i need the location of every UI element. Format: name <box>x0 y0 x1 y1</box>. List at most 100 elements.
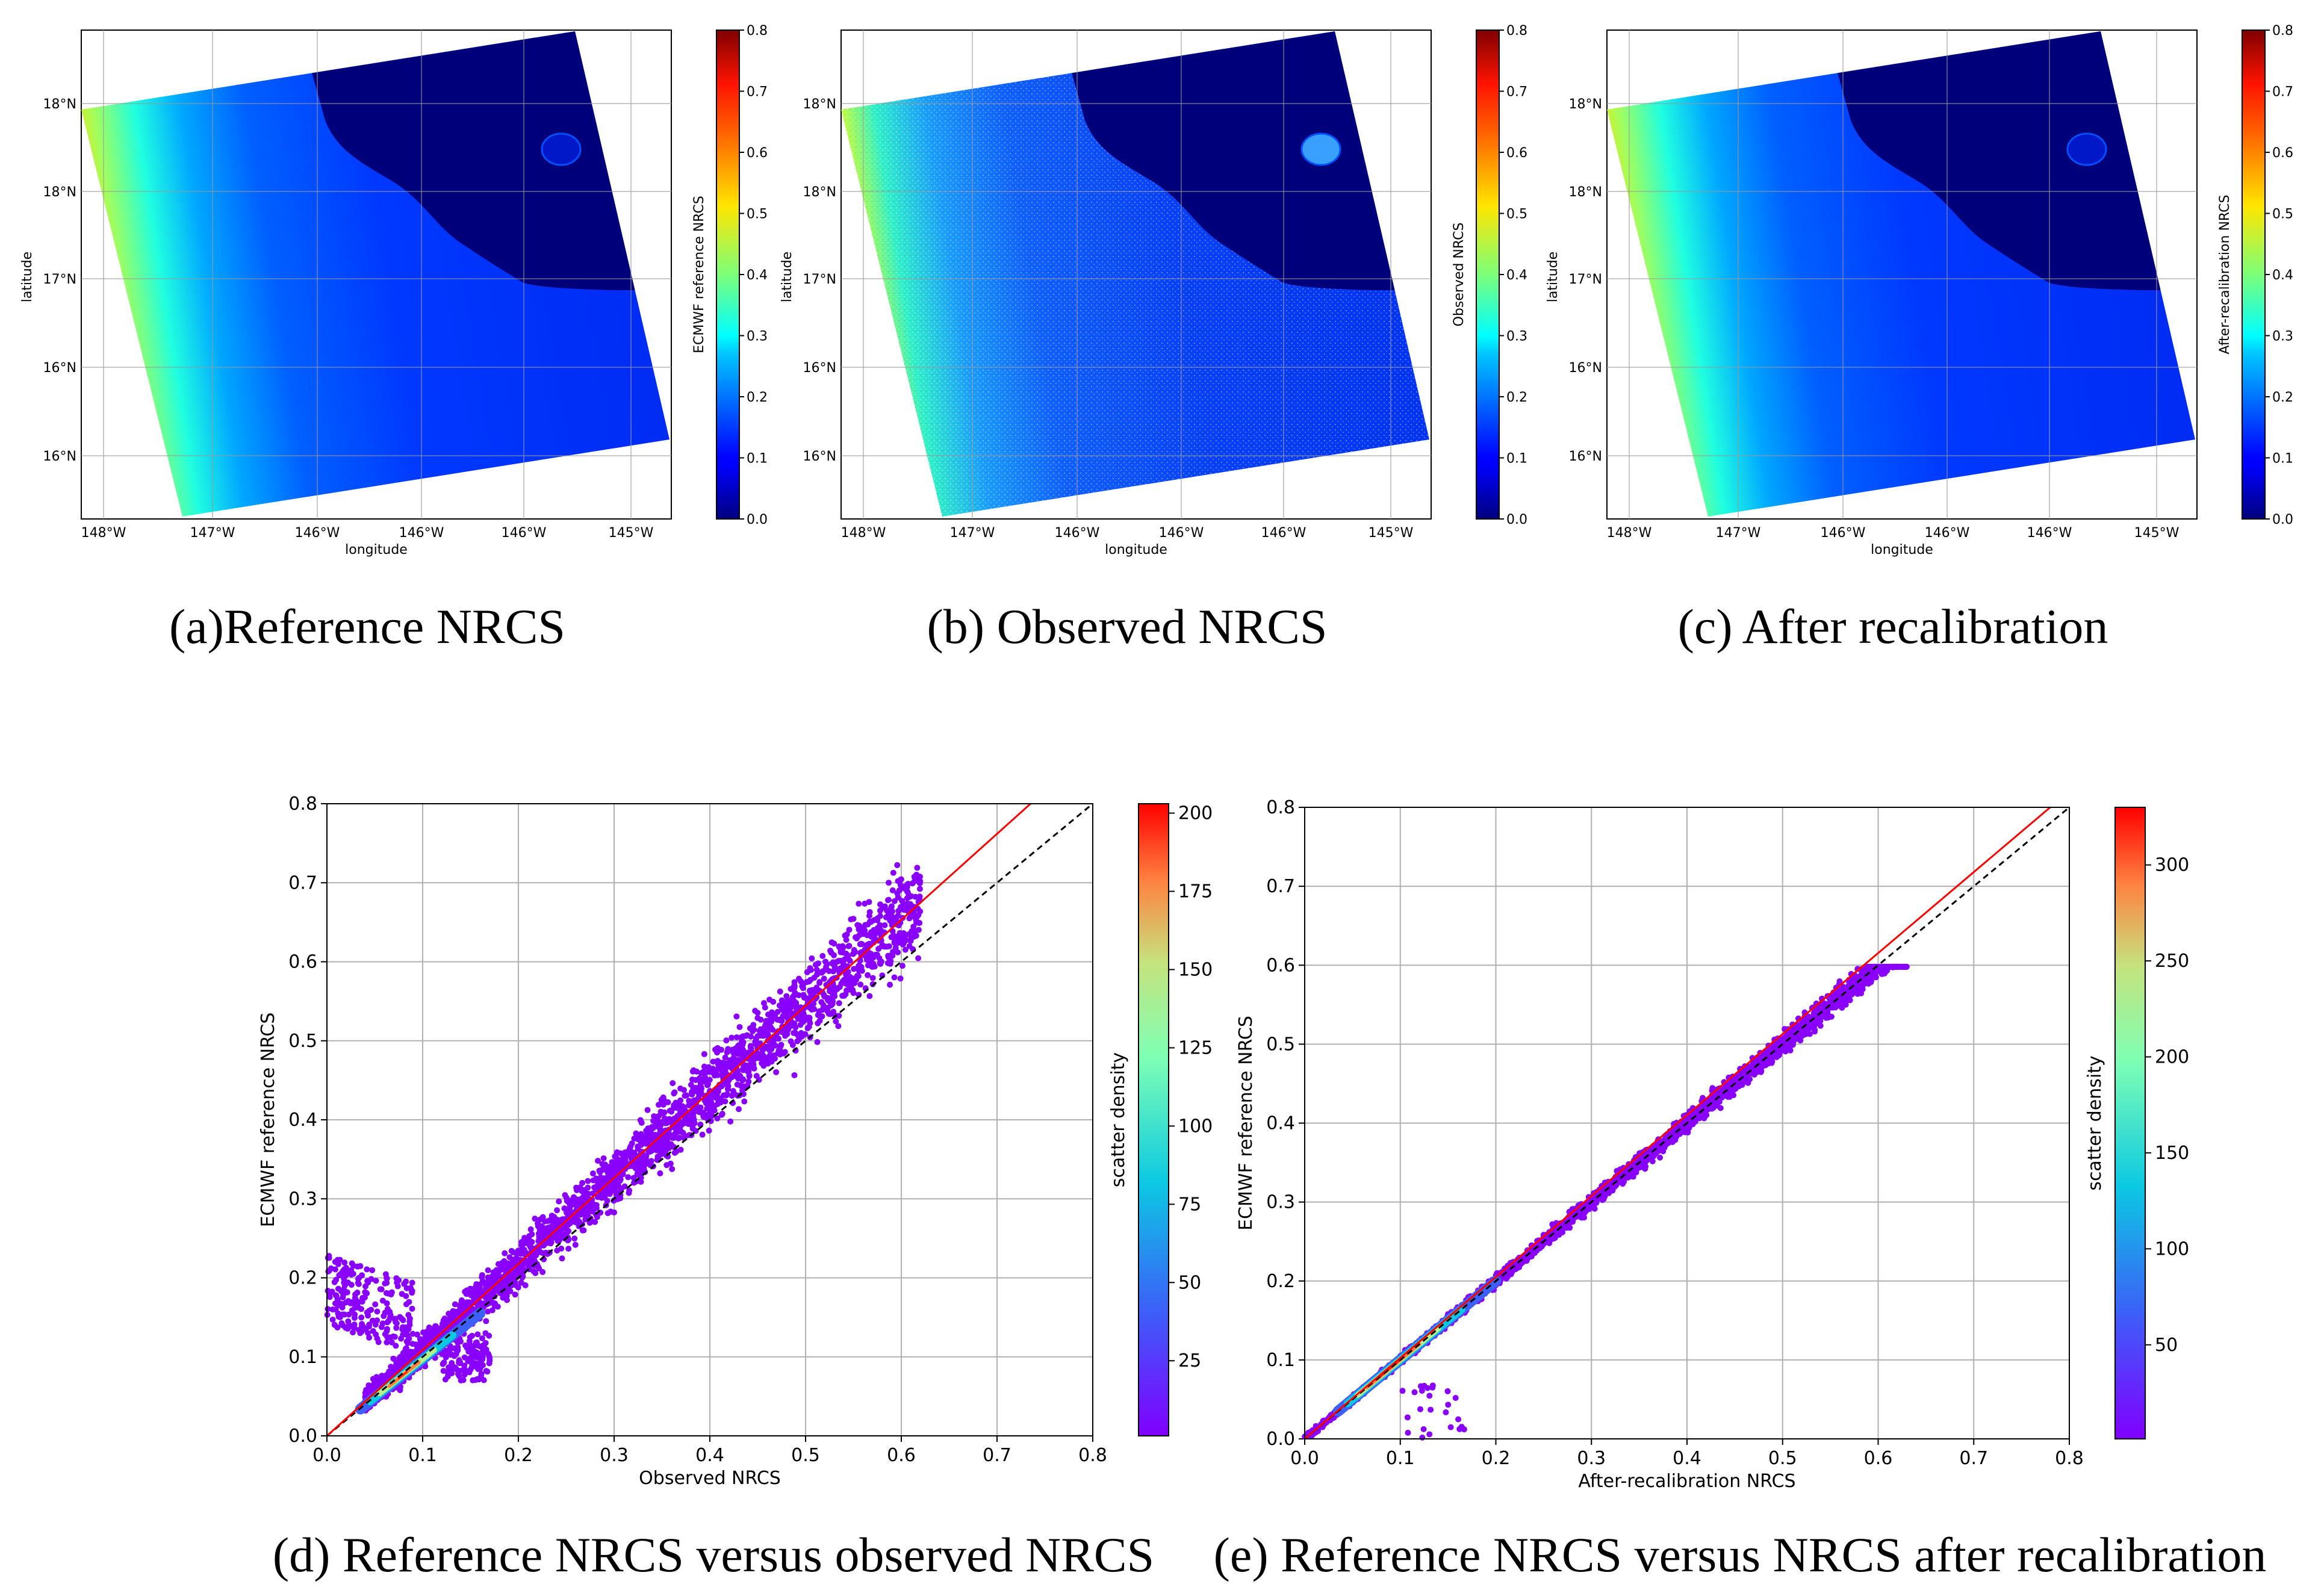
scatter-point <box>483 1318 489 1324</box>
circular-feature <box>2066 132 2107 166</box>
scatter-point <box>597 1174 604 1181</box>
scatter-point <box>765 1011 771 1018</box>
scatter-panel-e: 0.0 0.1 0.2 0.3 0.4 0.5 0.6 0.7 0.80.00.10.20.30… <box>1214 797 2267 1582</box>
scatter-point <box>914 913 921 920</box>
x-tick-label: 0.6 <box>887 1445 916 1466</box>
scatter-point <box>372 1301 379 1308</box>
map-panel-a: 148°W 147°W 146°W 146°W 146°W 145°W18°N18°N17… <box>20 23 768 654</box>
scatter-point <box>385 1290 392 1297</box>
scatter-point <box>612 1179 618 1186</box>
colorbar-tick-label: 0.1 <box>1506 452 1527 467</box>
scatter-point <box>760 1059 767 1066</box>
scatter-point <box>738 1047 745 1054</box>
scatter-point <box>495 1261 502 1267</box>
scatter-point <box>626 1146 633 1152</box>
scatter-point <box>532 1270 539 1276</box>
scatter-point <box>341 1266 347 1273</box>
scatter-point <box>538 1249 544 1256</box>
scatter-point <box>760 1000 767 1007</box>
scatter-point <box>695 1095 702 1101</box>
scatter-point <box>458 1297 465 1303</box>
scatter-point <box>830 998 836 1005</box>
plot-frame <box>326 803 1093 1436</box>
scatter-point <box>846 927 853 933</box>
scatter-point <box>377 1286 384 1293</box>
scatter-point <box>585 1184 591 1191</box>
x-tick-label: 0.4 <box>1673 1448 1701 1469</box>
colorbar-tick-label: 0.3 <box>747 329 768 344</box>
y-tick-label: 18°N <box>803 97 836 112</box>
scatter-point <box>673 1099 679 1106</box>
scatter-point <box>648 1158 654 1164</box>
scatter-point <box>358 1314 365 1321</box>
scatter-point <box>736 1023 743 1030</box>
scatter-point <box>655 1113 662 1120</box>
scatter-point <box>859 967 865 974</box>
scatter-point <box>472 1377 479 1383</box>
scatter-point <box>364 1290 370 1297</box>
colorbar-tick-label: 0.4 <box>1506 268 1527 283</box>
scatter-point <box>916 886 923 892</box>
scatter-point <box>423 1329 429 1335</box>
scatter-point <box>781 1029 788 1036</box>
scatter-point <box>593 1205 600 1211</box>
scatter-point <box>369 1267 376 1273</box>
scatter-point <box>859 931 865 937</box>
scatter-point <box>841 992 848 999</box>
scatter-point <box>558 1235 564 1241</box>
scatter-point <box>352 1291 359 1298</box>
scatter-point <box>335 1310 341 1317</box>
y-tick-label: 0.5 <box>1266 1034 1295 1055</box>
scatter-point <box>729 1093 735 1099</box>
y-tick-label: 0.1 <box>1266 1350 1295 1371</box>
scatter-point <box>689 1091 695 1098</box>
scatter-point <box>491 1288 497 1295</box>
scatter-point <box>804 1025 811 1031</box>
x-tick-label: 146°W <box>1261 526 1306 541</box>
y-axis-label: latitude <box>780 252 795 302</box>
scatter-point <box>467 1290 473 1297</box>
scatter-point <box>700 1069 706 1075</box>
scatter-point <box>729 1034 735 1041</box>
scatter-point <box>744 1068 751 1075</box>
scatter-point <box>884 897 891 904</box>
scatter-point <box>658 1146 665 1152</box>
scatter-point <box>485 1267 491 1274</box>
scatter-point <box>474 1331 481 1338</box>
scatter-point <box>365 1312 371 1319</box>
low-wind-region <box>310 31 670 290</box>
scatter-point <box>768 1018 775 1025</box>
colorbar-tick-label: 0.5 <box>747 207 768 222</box>
scatter-point <box>853 934 859 940</box>
scatter-point <box>1717 1105 1724 1111</box>
scatter-point <box>562 1192 568 1199</box>
scatter-point <box>752 1039 759 1045</box>
scatter-point <box>403 1301 410 1308</box>
scatter-point <box>707 1107 714 1113</box>
scatter-point <box>331 1279 338 1285</box>
scatter-point <box>750 1022 757 1028</box>
scatter-point <box>735 1042 742 1049</box>
scatter-point <box>821 975 827 982</box>
y-tick-label: 0.1 <box>288 1347 317 1368</box>
scatter-point <box>475 1343 482 1349</box>
scatter-point <box>652 1123 659 1130</box>
scatter-point <box>906 915 913 922</box>
scatter-point <box>486 1360 492 1367</box>
colorbar-tick-label: 0.2 <box>747 390 768 405</box>
colorbar-tick-label: 175 <box>1178 881 1213 902</box>
scatter-point <box>850 987 856 993</box>
scatter-point <box>451 1353 458 1359</box>
scatter-point <box>579 1179 586 1186</box>
scatter-point <box>325 1268 332 1275</box>
scatter-point <box>480 1377 487 1383</box>
scatter-point <box>527 1226 534 1233</box>
scatter-point <box>374 1317 381 1324</box>
x-tick-label: 0.5 <box>1768 1448 1797 1469</box>
scatter-point <box>806 978 812 985</box>
scatter-point <box>643 1128 650 1134</box>
scatter-point <box>446 1364 452 1371</box>
scatter-point <box>600 1155 607 1161</box>
scatter-point <box>626 1190 632 1196</box>
